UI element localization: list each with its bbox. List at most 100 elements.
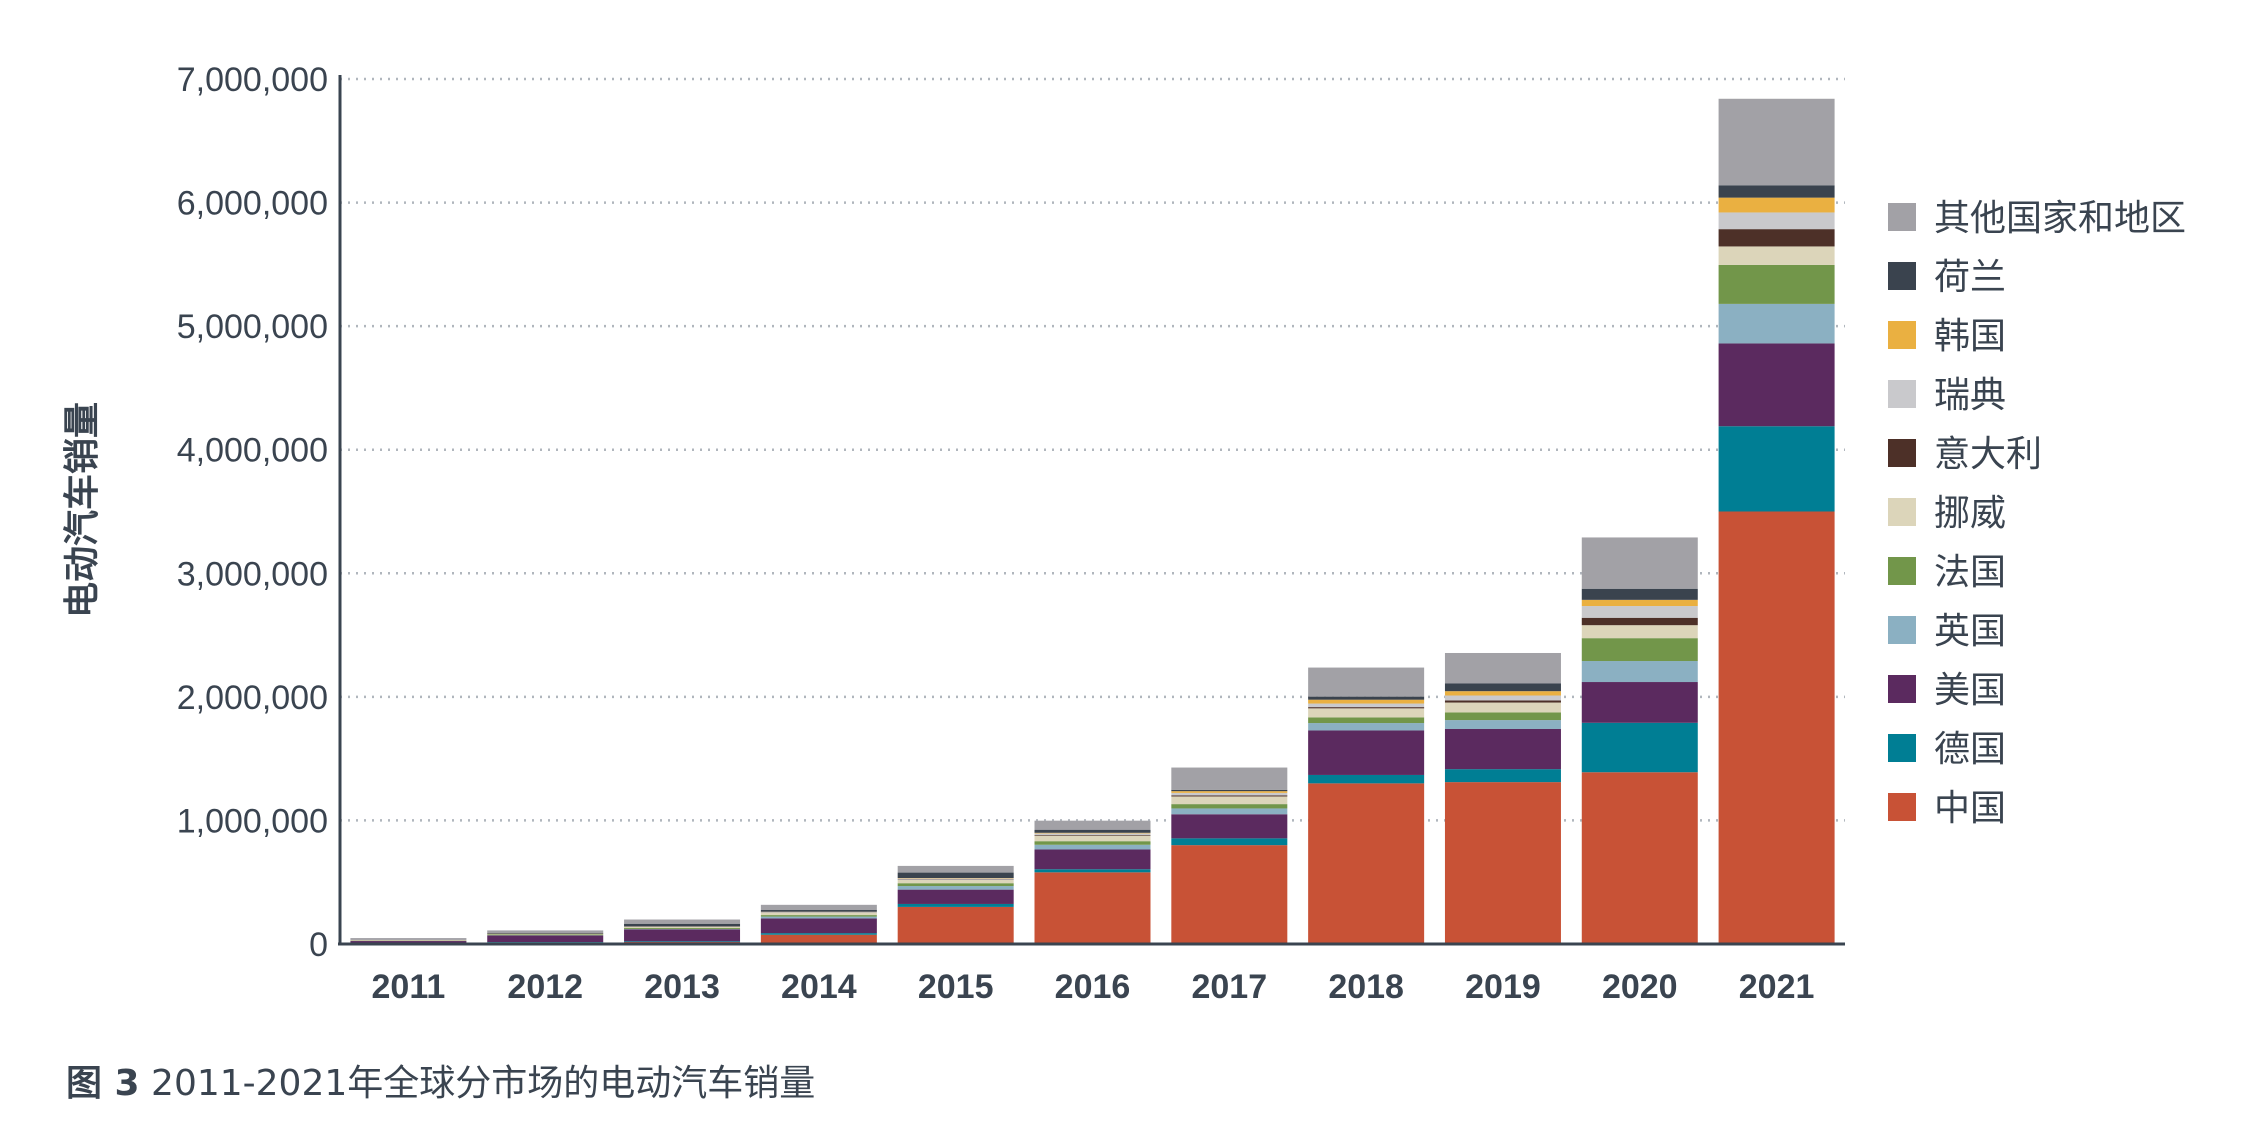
legend-swatch bbox=[1888, 380, 1916, 408]
bar-segment bbox=[1444, 769, 1561, 783]
figure-caption-label: 图 3 bbox=[66, 1063, 140, 1104]
bar-segment bbox=[1034, 829, 1151, 833]
y-tick-label: 4,000,000 bbox=[177, 432, 328, 470]
bar-segment bbox=[897, 903, 1014, 907]
legend-swatch bbox=[1888, 203, 1916, 231]
legend-swatch bbox=[1888, 439, 1916, 467]
bar-segment bbox=[487, 935, 604, 943]
bar-segment bbox=[1444, 702, 1561, 713]
bars bbox=[350, 98, 1835, 944]
legend-label: 挪威 bbox=[1934, 493, 2006, 534]
bar-segment bbox=[1718, 343, 1835, 427]
y-tick-label: 1,000,000 bbox=[177, 802, 328, 840]
legend-label: 德国 bbox=[1934, 729, 2006, 770]
legend-swatch bbox=[1888, 498, 1916, 526]
bar-segment bbox=[1718, 98, 1835, 186]
legend-label: 中国 bbox=[1934, 788, 2006, 829]
x-tick-label: 2013 bbox=[644, 968, 720, 1006]
gridlines bbox=[340, 77, 1845, 822]
bar-segment bbox=[1308, 717, 1425, 724]
axes: 0 1,000,000 2,000,000 3,000,000 4,000,000 5,0… bbox=[177, 61, 1845, 1006]
bar-segment bbox=[1034, 872, 1151, 944]
bar-segment bbox=[1308, 696, 1425, 700]
bar-segment bbox=[760, 910, 877, 912]
bar-segment bbox=[1581, 625, 1698, 639]
x-tick-label: 2020 bbox=[1602, 968, 1678, 1006]
legend-swatch bbox=[1888, 675, 1916, 703]
x-tick-label: 2011 bbox=[372, 968, 446, 1006]
bar-segment bbox=[1034, 833, 1151, 836]
x-tick-label: 2014 bbox=[781, 968, 857, 1006]
bar-segment bbox=[1581, 661, 1698, 683]
bar-segment bbox=[1718, 511, 1835, 944]
bar-segment bbox=[1718, 246, 1835, 265]
y-tick-label: 0 bbox=[309, 926, 328, 964]
y-tick-label: 6,000,000 bbox=[177, 185, 328, 223]
bar-segment bbox=[1171, 789, 1288, 792]
bar-segment bbox=[1308, 699, 1425, 704]
x-tick-label: 2021 bbox=[1739, 968, 1815, 1006]
bar-segment bbox=[1444, 720, 1561, 729]
bar-segment bbox=[897, 886, 1014, 890]
bar-segment bbox=[1034, 849, 1151, 870]
bar-segment bbox=[1171, 845, 1288, 944]
bar-segment bbox=[760, 933, 877, 935]
bar-segment bbox=[1034, 835, 1151, 842]
bar-segment bbox=[1034, 841, 1151, 845]
bar-segment bbox=[760, 912, 877, 916]
bar-segment bbox=[1171, 791, 1288, 793]
bar-segment bbox=[1308, 730, 1425, 775]
legend-label: 法国 bbox=[1934, 552, 2006, 593]
y-tick-label: 3,000,000 bbox=[177, 555, 328, 593]
bar-segment bbox=[1581, 682, 1698, 723]
bar-segment bbox=[1308, 667, 1425, 697]
y-axis-label: 电动汽车销量 bbox=[62, 402, 103, 618]
bar-segment bbox=[1034, 835, 1151, 836]
bar-segment bbox=[1718, 426, 1835, 512]
bar-segment bbox=[1718, 229, 1835, 247]
y-tick-label: 5,000,000 bbox=[177, 308, 328, 346]
bar-segment bbox=[897, 878, 1014, 880]
legend-swatch bbox=[1888, 734, 1916, 762]
bar-segment bbox=[1171, 792, 1288, 796]
legend-label: 韩国 bbox=[1934, 316, 2006, 357]
bar-segment bbox=[624, 919, 741, 924]
bar-segment bbox=[760, 934, 877, 944]
bar-segment bbox=[1444, 652, 1561, 684]
bar-segment bbox=[1581, 617, 1698, 626]
bar-segment bbox=[1581, 537, 1698, 589]
bar-segment bbox=[1581, 722, 1698, 773]
legend-label: 英国 bbox=[1934, 611, 2006, 652]
bar-segment bbox=[1171, 808, 1288, 815]
bar-segment bbox=[1034, 844, 1151, 850]
legend-swatch bbox=[1888, 262, 1916, 290]
x-tick-label: 2017 bbox=[1191, 968, 1267, 1006]
bar-segment bbox=[1444, 712, 1561, 721]
x-tick-label: 2019 bbox=[1465, 968, 1541, 1006]
bar-segment bbox=[1581, 588, 1698, 600]
bar-segment bbox=[487, 930, 604, 934]
bar-segment bbox=[624, 941, 741, 943]
bar-segment bbox=[1718, 264, 1835, 304]
bar-segment bbox=[1171, 838, 1288, 846]
legend-label: 美国 bbox=[1934, 670, 2006, 711]
bar-segment bbox=[350, 941, 467, 944]
bar-segment bbox=[1171, 804, 1288, 809]
bar-segment bbox=[1171, 814, 1288, 839]
bar-segment bbox=[760, 916, 877, 919]
legend-swatch bbox=[1888, 557, 1916, 585]
legend-swatch bbox=[1888, 321, 1916, 349]
bar-segment bbox=[1308, 774, 1425, 784]
bar-segment bbox=[487, 933, 604, 934]
bar-segment bbox=[1718, 197, 1835, 213]
bar-segment bbox=[1034, 869, 1151, 873]
bar-segment bbox=[1171, 795, 1288, 797]
y-tick-label: 7,000,000 bbox=[177, 61, 328, 99]
bar-segment bbox=[897, 865, 1014, 873]
bar-segment bbox=[624, 929, 741, 942]
bar-segment bbox=[1444, 728, 1561, 770]
bar-segment bbox=[1581, 772, 1698, 944]
x-tick-label: 2016 bbox=[1055, 968, 1131, 1006]
